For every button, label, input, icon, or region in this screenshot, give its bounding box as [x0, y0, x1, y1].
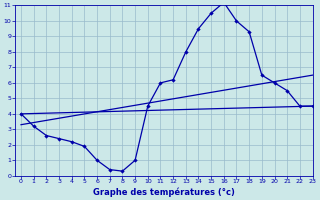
- X-axis label: Graphe des températures (°c): Graphe des températures (°c): [93, 187, 235, 197]
